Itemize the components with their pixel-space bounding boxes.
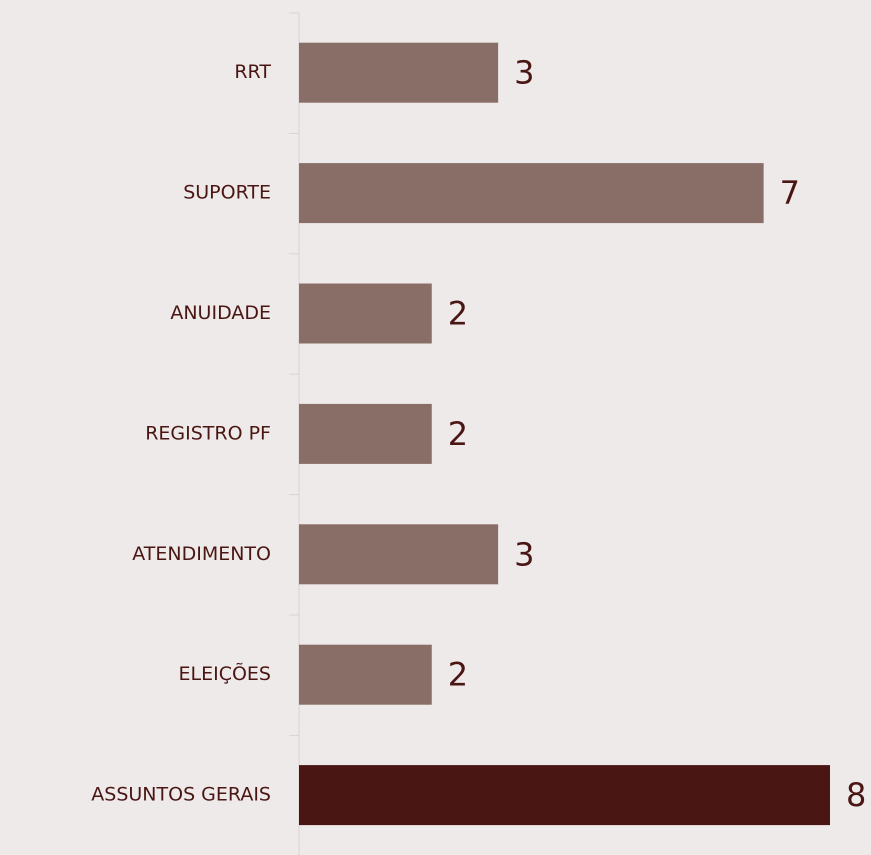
category-label: RRT: [234, 61, 271, 83]
category-label: ANUIDADE: [170, 302, 271, 324]
bar: [299, 403, 432, 464]
bar: [299, 644, 432, 705]
bar: [299, 524, 499, 585]
bar: [299, 765, 830, 826]
data-label: 3: [514, 535, 534, 573]
category-label: ELEIÇÕES: [179, 662, 272, 685]
category-label: ASSUNTOS GERAIS: [91, 784, 271, 806]
category-label: ATENDIMENTO: [132, 543, 271, 565]
data-label: 7: [780, 174, 800, 212]
data-label: 2: [448, 415, 468, 453]
data-label: 2: [448, 295, 468, 333]
bar: [299, 163, 764, 224]
bar: [299, 283, 432, 344]
data-label: 8: [846, 776, 866, 814]
bar: [299, 42, 499, 103]
data-label: 3: [514, 54, 534, 92]
data-label: 2: [448, 656, 468, 694]
category-label: SUPORTE: [183, 182, 271, 204]
category-label: REGISTRO PF: [145, 422, 271, 444]
